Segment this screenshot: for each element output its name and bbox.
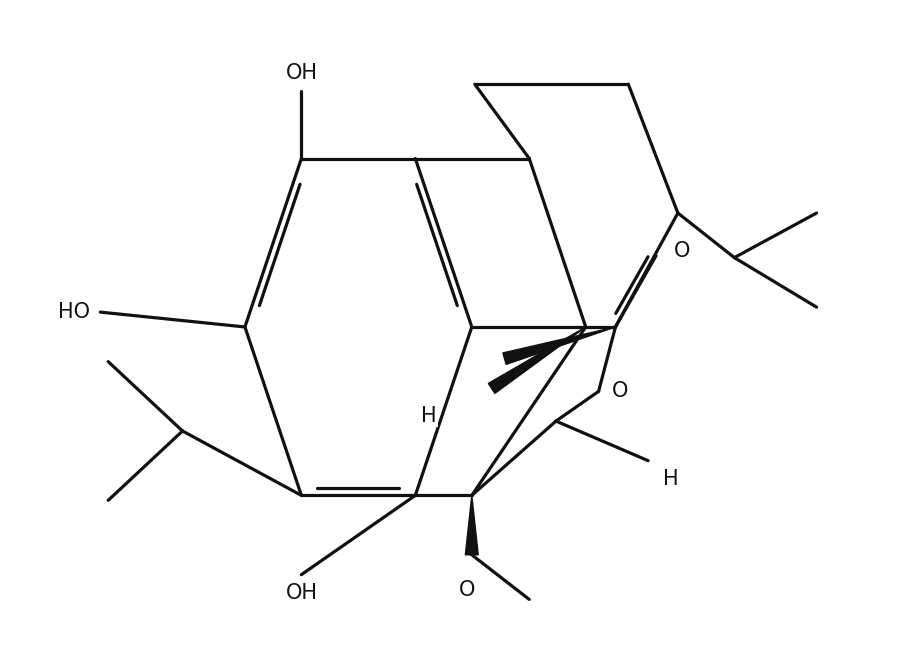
Text: O: O bbox=[611, 381, 628, 401]
Polygon shape bbox=[489, 327, 586, 393]
Text: OH: OH bbox=[285, 63, 318, 83]
Text: H: H bbox=[421, 406, 437, 426]
Text: HO: HO bbox=[58, 302, 90, 322]
Text: H: H bbox=[663, 468, 679, 488]
Polygon shape bbox=[503, 327, 616, 364]
Text: O: O bbox=[674, 241, 690, 261]
Text: O: O bbox=[459, 579, 475, 599]
Text: OH: OH bbox=[285, 583, 318, 603]
Polygon shape bbox=[465, 495, 478, 555]
